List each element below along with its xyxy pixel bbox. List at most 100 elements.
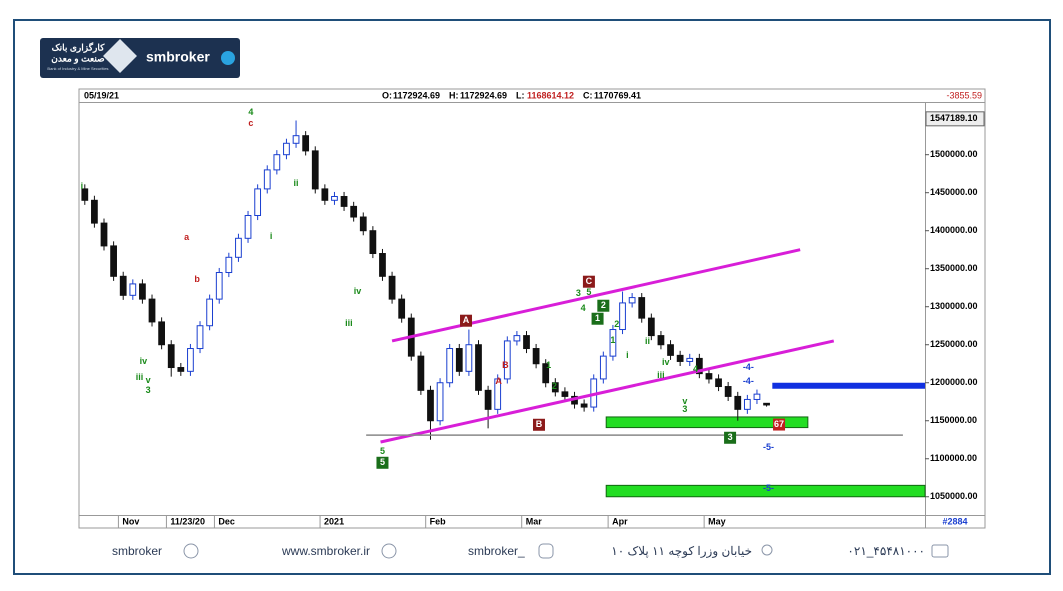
candle-body (523, 335, 530, 350)
candle-body (705, 373, 713, 380)
candle-body (235, 237, 242, 258)
wave-label-box (532, 418, 545, 431)
candle-body (350, 205, 358, 218)
candle-body (225, 256, 233, 274)
y-tick-label: 1400000.00 (930, 225, 978, 235)
candle-body (187, 348, 194, 372)
footer-phone: ۰۲۱_۴۵۴۸۱۰۰۰ (847, 544, 925, 558)
candle-body (91, 199, 98, 224)
zone-band (605, 416, 809, 429)
candle-body (455, 348, 463, 372)
x-tick-label: May (708, 516, 726, 526)
wave-label: v (682, 396, 687, 406)
wave-label: 2 (614, 319, 619, 329)
candle-body (177, 367, 185, 372)
candle-body (494, 378, 502, 410)
candle-body (196, 325, 204, 350)
candle-body (667, 344, 674, 356)
footer-instagram: smbroker_ (468, 544, 525, 558)
wave-label: ii (645, 336, 650, 346)
candle-body (542, 363, 550, 384)
logo-box (40, 38, 240, 78)
logo-text: صنعت و معدن (51, 53, 105, 64)
footer-website: www.smbroker.ir (281, 544, 370, 558)
wave-label: 4 (693, 364, 698, 374)
candle-body (110, 245, 117, 277)
ohlc-value: 1172924.69 (460, 90, 507, 100)
candle-body (715, 378, 722, 388)
wave-label: iii (345, 318, 353, 328)
logo-icon (103, 39, 137, 73)
candle-body (398, 298, 406, 319)
wave-label: 3 (576, 288, 581, 298)
candle-body (686, 357, 694, 362)
wave-label-box (773, 418, 786, 431)
wave-label: A (463, 315, 470, 325)
frame (13, 19, 1051, 575)
candle-body (321, 188, 329, 201)
x-tick-label: Nov (122, 516, 139, 526)
y-tick-label: 1150000.00 (930, 415, 977, 425)
candle-body (388, 275, 396, 300)
candle-body (743, 398, 751, 410)
change: -3855.59 (946, 90, 982, 100)
wave-label-box (582, 275, 595, 288)
candle-body (340, 195, 348, 207)
wave-label: v (146, 375, 151, 385)
wave-label-box (724, 431, 737, 444)
x-tick-label: Feb (430, 516, 447, 526)
candle-body (551, 382, 559, 393)
candle-body (599, 355, 607, 380)
candle-body (695, 357, 703, 375)
candle-body (724, 386, 732, 397)
candle-body (561, 391, 569, 397)
candle-body (647, 317, 655, 337)
wave-label: b (194, 274, 200, 284)
wave-label: -5- (763, 483, 774, 493)
x-tick-label: 2021 (324, 516, 344, 526)
wave-label: i (81, 181, 84, 191)
candle-body (734, 395, 742, 410)
candle-body (254, 188, 262, 217)
icon (931, 544, 949, 558)
wave-label-box (591, 312, 604, 325)
candle-body (167, 344, 175, 369)
wave-label: C (586, 276, 593, 286)
candle-body (292, 135, 300, 144)
wave-label: ii (294, 178, 299, 188)
wave-label: i (270, 231, 273, 241)
candle-body (446, 348, 454, 384)
wave-label: iv (662, 357, 670, 367)
y-tick-label: 1250000.00 (930, 339, 978, 349)
candle-body (119, 275, 127, 296)
candle-body (638, 297, 646, 319)
candle-body (158, 321, 165, 346)
telegram-icon (221, 51, 235, 65)
candle-body (379, 253, 386, 277)
wave-label: A (495, 376, 502, 386)
candle-body (100, 222, 108, 247)
ohlc-value: 1168614.12 (527, 90, 574, 100)
candle-body (503, 340, 511, 380)
candle-body (465, 344, 473, 372)
zone-band (605, 484, 926, 498)
wave-label-box (376, 456, 389, 469)
candle-body (148, 298, 156, 323)
icon (381, 543, 397, 559)
wave-label: iv (140, 356, 148, 366)
candle-body (475, 344, 482, 391)
price-marker-label: 1547189.10 (930, 113, 978, 123)
wave-label: 2 (601, 300, 606, 310)
candle-body (215, 272, 223, 300)
candle-body (129, 283, 137, 296)
ohlc-label: L: (516, 90, 525, 100)
candle-body (81, 188, 89, 201)
wave-label: 5 (380, 446, 385, 456)
wave-label: iii (136, 372, 144, 382)
y-tick-label: 1100000.00 (930, 453, 977, 463)
candle-body (676, 354, 684, 362)
candle-body (609, 329, 617, 357)
candle-body (273, 154, 281, 171)
candle-body (359, 216, 367, 232)
